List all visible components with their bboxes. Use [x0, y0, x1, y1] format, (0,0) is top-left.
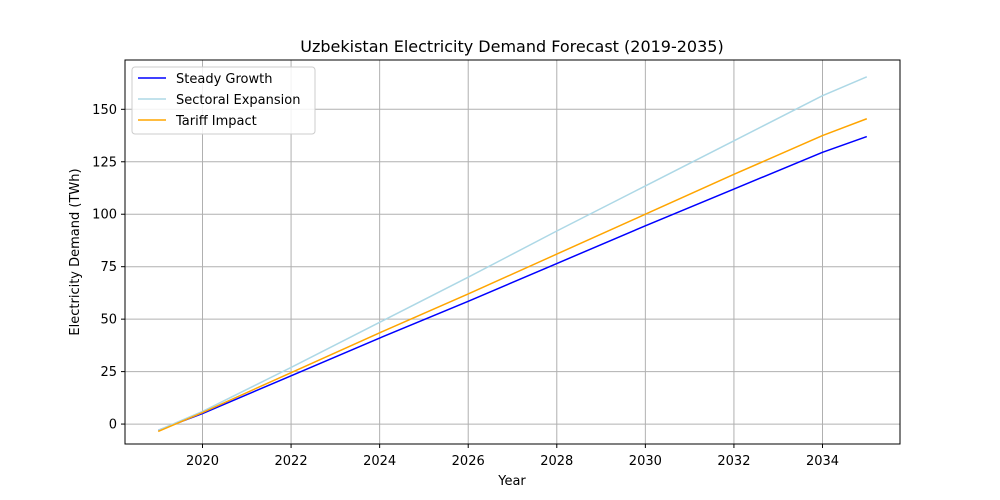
plot-frame [124, 59, 901, 445]
x-axis-label: Year [497, 474, 526, 489]
x-tick-label: 2022 [275, 454, 308, 469]
y-tick-label: 50 [100, 313, 117, 328]
x-tick-label: 2030 [629, 454, 662, 469]
x-tick-label: 2032 [717, 454, 750, 469]
y-axis-ticks: 0 25 50 75 100 125 150 [92, 103, 125, 433]
series-line-sectoral-expansion [157, 76, 868, 432]
y-tick-label: 150 [92, 103, 117, 118]
grid [125, 60, 900, 444]
x-tick-label: 2034 [806, 454, 839, 469]
y-axis-label: Electricity Demand (TWh) [68, 168, 83, 335]
x-tick-label: 2028 [540, 454, 573, 469]
x-tick-label: 2024 [363, 454, 396, 469]
x-tick-label: 2020 [186, 454, 219, 469]
series-line-tariff-impact [157, 118, 868, 433]
chart-title: Uzbekistan Electricity Demand Forecast (… [300, 37, 723, 56]
legend-label-steady-growth: Steady Growth [176, 72, 272, 87]
y-tick-label: 25 [100, 365, 117, 380]
legend: Steady Growth Sectoral Expansion Tariff … [131, 66, 316, 135]
x-tick-label: 2026 [452, 454, 485, 469]
series-lines [157, 76, 868, 433]
y-tick-label: 100 [92, 208, 117, 223]
y-tick-label: 75 [100, 260, 117, 275]
y-tick-label: 125 [92, 155, 117, 170]
series-line-steady-growth [157, 135, 868, 432]
x-axis-ticks: 2020 2022 2024 2026 2028 2030 2032 2034 [186, 444, 839, 469]
legend-label-sectoral-expansion: Sectoral Expansion [176, 93, 300, 108]
legend-label-tariff-impact: Tariff Impact [175, 114, 257, 129]
y-tick-label: 0 [109, 418, 117, 433]
legend-box [131, 66, 316, 135]
